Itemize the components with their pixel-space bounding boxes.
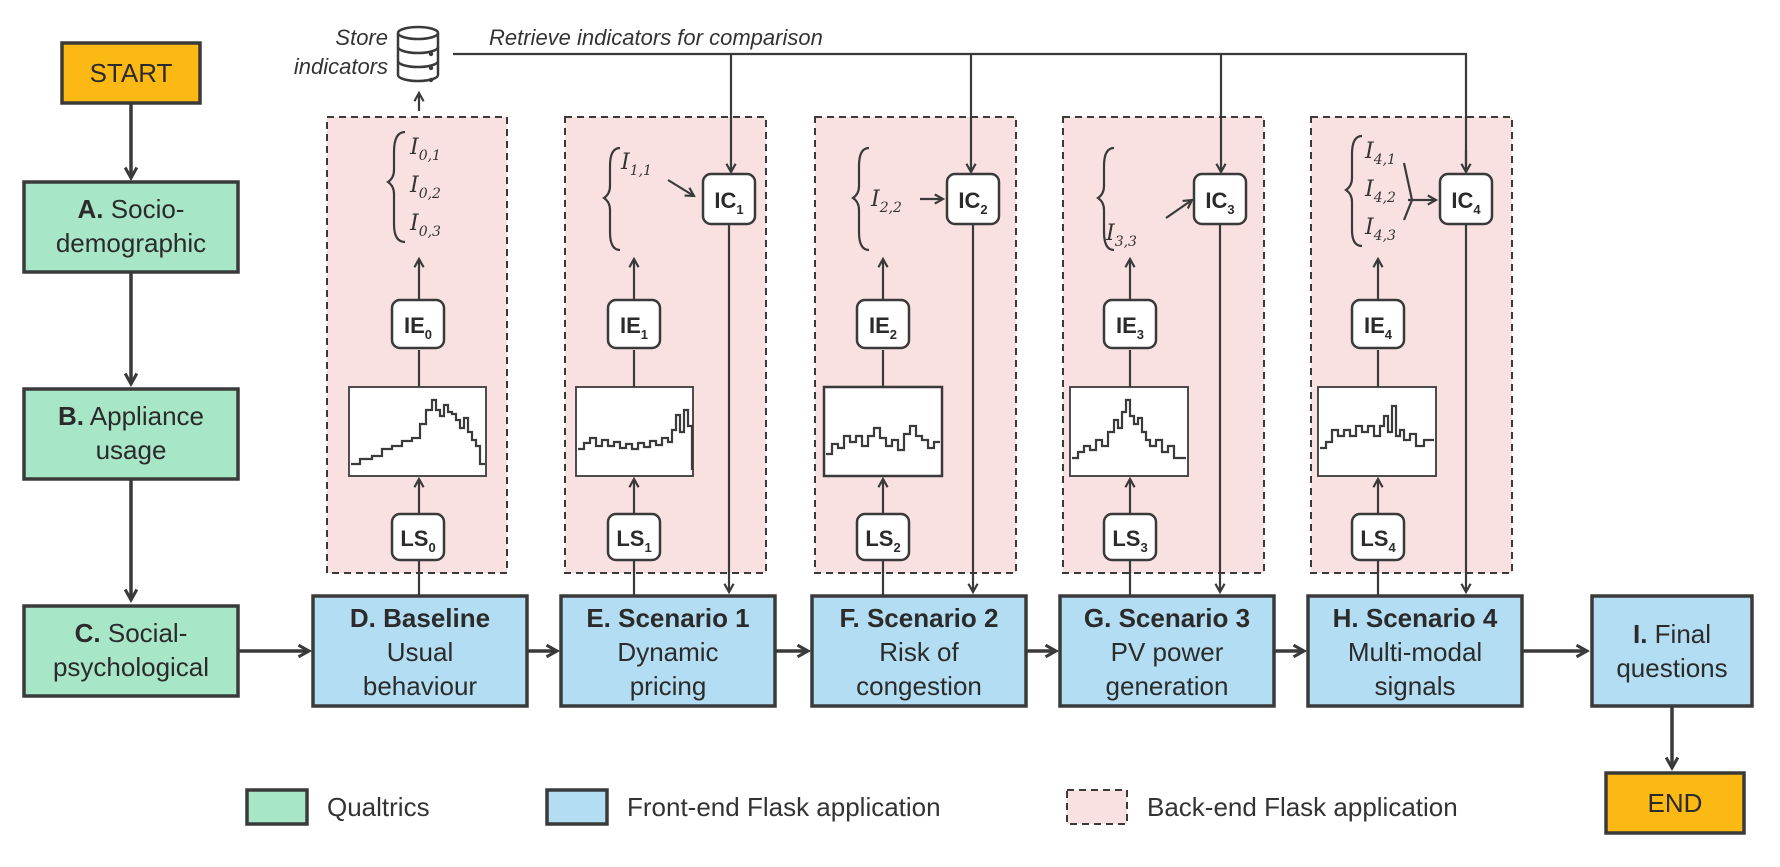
- legend-label-backend: Back-end Flask application: [1147, 792, 1458, 822]
- svg-text:IC2: IC2: [958, 188, 987, 217]
- load-chart-4: [1317, 386, 1437, 477]
- svg-text:IC3: IC3: [1205, 188, 1234, 217]
- load-chart-1: [575, 386, 694, 477]
- load-curve-2: [826, 424, 940, 456]
- load-chart-0: [348, 386, 487, 477]
- backend-module-0: LS0 IE0 I0,1 I0,2 I0,3: [348, 130, 487, 596]
- svg-text:IC1: IC1: [714, 188, 743, 217]
- legend-swatch-frontend: [545, 788, 609, 826]
- legend-label-qualtrics: Qualtrics: [327, 792, 430, 822]
- svg-text:I3,3: I3,3: [1105, 221, 1137, 250]
- step-g-scenario-3: G. Scenario 3 PV power generation: [1058, 594, 1276, 708]
- svg-text:behaviour: behaviour: [363, 671, 478, 701]
- svg-text:Dynamic: Dynamic: [617, 637, 718, 667]
- svg-text:Multi-modal: Multi-modal: [1348, 637, 1482, 667]
- end-node: END: [1604, 771, 1746, 835]
- svg-text:LS1: LS1: [616, 526, 651, 555]
- svg-text:I0,3: I0,3: [409, 211, 441, 240]
- svg-text:I1,1: I1,1: [620, 150, 652, 179]
- load-curve-3: [1072, 398, 1186, 460]
- load-curve-1: [578, 408, 694, 470]
- svg-text:G. Scenario 3: G. Scenario 3: [1084, 603, 1250, 633]
- svg-text:IE0: IE0: [404, 313, 432, 342]
- backend-module-4: LS4 IE4 I4,1 I4,2 I4,3 IC4: [1317, 134, 1494, 596]
- step-a-socio-demographic: A. Socio- demographic: [22, 180, 240, 274]
- step-d-baseline: D. Baseline Usual behaviour: [311, 594, 529, 708]
- indicator-brace-3: [1096, 146, 1115, 252]
- svg-text:IE3: IE3: [1116, 313, 1144, 342]
- step-c-social-psychological: C. Social- psychological: [22, 604, 240, 698]
- svg-text:generation: generation: [1106, 671, 1229, 701]
- backend-module-1: LS1 IE1 I1,1 IC1: [575, 146, 757, 596]
- svg-text:IE4: IE4: [1364, 313, 1393, 342]
- svg-text:C. Social-: C. Social-: [75, 618, 188, 648]
- svg-text:I0,2: I0,2: [409, 173, 441, 202]
- svg-text:A. Socio-: A. Socio-: [78, 194, 185, 224]
- legend-swatch-backend: [1066, 789, 1128, 825]
- svg-text:END: END: [1648, 788, 1703, 818]
- svg-text:I4,1: I4,1: [1364, 139, 1396, 168]
- svg-text:I4,3: I4,3: [1364, 215, 1396, 244]
- storage-section: Store indicators Retrieve indicators for…: [294, 25, 1466, 172]
- svg-text:psychological: psychological: [53, 652, 209, 682]
- svg-text:LS0: LS0: [400, 526, 435, 555]
- step-b-appliance-usage: B. Appliance usage: [22, 387, 240, 481]
- store-label-line2: indicators: [294, 54, 388, 79]
- backend-module-3: LS3 IE3 I3,3 IC3: [1069, 146, 1248, 596]
- svg-text:D. Baseline: D. Baseline: [350, 603, 490, 633]
- indicator-brace-2: [851, 146, 870, 252]
- load-curve-0: [351, 398, 485, 466]
- svg-text:F. Scenario 2: F. Scenario 2: [840, 603, 999, 633]
- step-i-final-questions: I. Final questions: [1590, 594, 1754, 708]
- step-h-scenario-4: H. Scenario 4 Multi-modal signals: [1306, 594, 1524, 708]
- svg-text:IE2: IE2: [869, 313, 897, 342]
- svg-text:Risk of: Risk of: [879, 637, 959, 667]
- svg-text:questions: questions: [1616, 653, 1727, 683]
- database-icon: [396, 25, 440, 83]
- svg-text:I0,1: I0,1: [409, 135, 441, 164]
- load-curve-4: [1320, 404, 1434, 450]
- retrieve-line: [453, 52, 1468, 172]
- svg-text:Usual: Usual: [387, 637, 453, 667]
- legend-label-frontend: Front-end Flask application: [627, 792, 941, 822]
- svg-text:I. Final: I. Final: [1633, 619, 1711, 649]
- start-node: START: [60, 41, 202, 105]
- svg-text:pricing: pricing: [630, 671, 707, 701]
- svg-text:congestion: congestion: [856, 671, 982, 701]
- svg-text:START: START: [90, 58, 173, 88]
- legend-swatch-qualtrics: [245, 788, 309, 826]
- svg-text:LS4: LS4: [1360, 526, 1396, 555]
- svg-text:LS2: LS2: [865, 526, 900, 555]
- svg-text:usage: usage: [96, 435, 167, 465]
- svg-text:PV power: PV power: [1111, 637, 1224, 667]
- load-chart-2: [822, 385, 944, 478]
- svg-text:E. Scenario 1: E. Scenario 1: [586, 603, 749, 633]
- indicator-brace-0: [386, 130, 406, 244]
- backend-regions: [326, 116, 1513, 574]
- svg-text:demographic: demographic: [56, 228, 206, 258]
- svg-text:signals: signals: [1375, 671, 1456, 701]
- svg-text:I4,2: I4,2: [1364, 177, 1396, 206]
- svg-text:H. Scenario 4: H. Scenario 4: [1333, 603, 1498, 633]
- indicator-brace-1: [602, 146, 621, 252]
- indicator-brace-4: [1344, 134, 1363, 248]
- backend-module-2: LS2 IE2 I2,2 IC2: [822, 146, 1001, 596]
- svg-text:B. Appliance: B. Appliance: [58, 401, 204, 431]
- svg-text:IE1: IE1: [620, 313, 648, 342]
- step-f-scenario-2: F. Scenario 2 Risk of congestion: [810, 594, 1028, 708]
- store-label-line1: Store: [335, 25, 388, 50]
- svg-text:LS3: LS3: [1112, 526, 1147, 555]
- svg-text:IC4: IC4: [1451, 188, 1481, 217]
- legend: Qualtrics Front-end Flask application Ba…: [245, 788, 1458, 826]
- step-e-scenario-1: E. Scenario 1 Dynamic pricing: [559, 594, 777, 708]
- retrieve-label: Retrieve indicators for comparison: [489, 25, 823, 50]
- svg-text:I2,2: I2,2: [870, 187, 902, 216]
